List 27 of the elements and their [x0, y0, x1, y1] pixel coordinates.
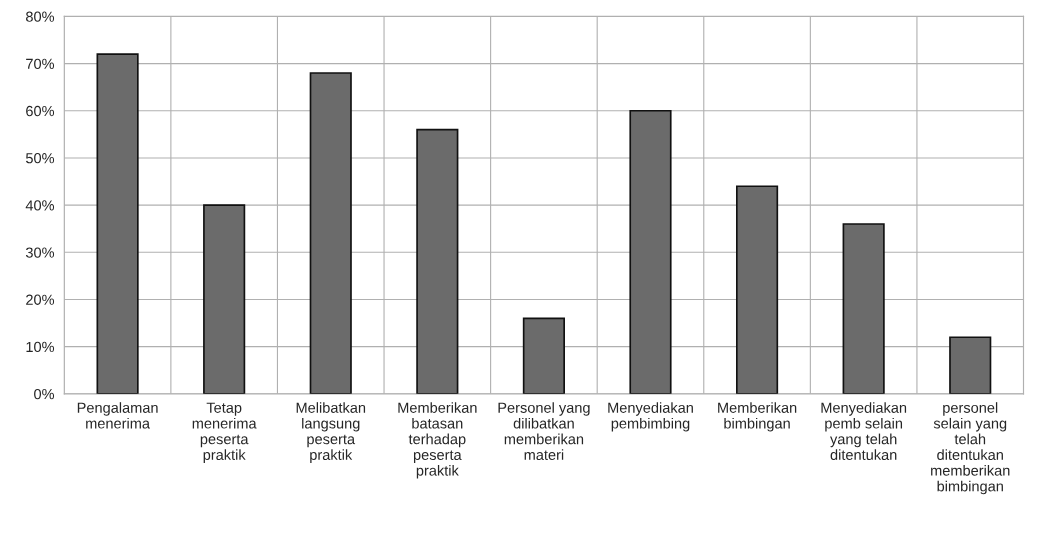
bar [629, 109, 672, 394]
y-tick-label: 60% [26, 105, 55, 117]
y-tick-label: 10% [26, 341, 55, 353]
bar [842, 223, 885, 394]
y-tick-label: 80% [26, 11, 55, 22]
x-tick-label: personel selain yang telah ditentukan memberikan bimbingan [931, 402, 1010, 495]
y-tick-label: 0% [34, 388, 55, 400]
y-tick-label: 20% [26, 294, 55, 305]
bar [203, 204, 246, 394]
y-tick-label: 40% [25, 200, 55, 211]
bar [416, 128, 459, 394]
x-tick-label: Personel yang dilibatkan memberikan materi [498, 402, 590, 461]
x-tick-label: Memberikan bimbingan [718, 402, 797, 432]
bar [949, 336, 992, 394]
bar [735, 185, 779, 394]
x-tick-label: Tetap menerima peserta praktik [192, 402, 257, 463]
y-tick-label: 50% [25, 153, 55, 164]
bar [309, 72, 352, 394]
x-tick-label: Menyediakan pembimbing [608, 402, 693, 432]
y-tick-label: 30% [25, 247, 55, 258]
y-tick-label: 70% [26, 58, 55, 70]
x-tick-label: Pengalaman menerima [77, 402, 158, 429]
x-tick-label: Menyediakan pemb selain yang telah ditentukan [821, 402, 907, 461]
x-tick-label: Melibatkan langsung peserta praktik [296, 402, 366, 463]
x-tick-label: Memberikan batasan terhadap peserta praktik [398, 402, 477, 479]
bar [96, 53, 139, 394]
bar [522, 317, 565, 394]
